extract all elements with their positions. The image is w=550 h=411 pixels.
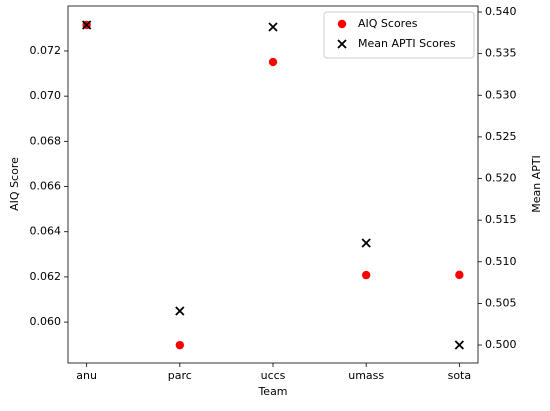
y-tick-label: 0.060 xyxy=(30,315,62,328)
point xyxy=(268,57,278,67)
x-tick-label: parc xyxy=(168,369,192,382)
point xyxy=(455,270,464,280)
x-tick-label: umass xyxy=(348,369,384,382)
x-tick-label: anu xyxy=(76,369,97,382)
y2-tick-label: 0.500 xyxy=(485,338,517,351)
legend-label: Mean APTI Scores xyxy=(358,37,456,50)
legend-label: AIQ Scores xyxy=(358,17,418,30)
y2-tick-label: 0.540 xyxy=(485,5,517,18)
y2-tick-label: 0.535 xyxy=(485,47,517,60)
y-tick-label: 0.070 xyxy=(30,89,62,102)
legend-marker xyxy=(337,19,347,29)
point xyxy=(361,238,371,248)
point xyxy=(361,270,371,280)
y2-tick-label: 0.525 xyxy=(485,130,517,143)
y-tick-label: 0.072 xyxy=(30,44,62,57)
y-axis-label: AIQ Score xyxy=(8,157,21,211)
legend-marker xyxy=(337,39,347,49)
y2-tick-label: 0.505 xyxy=(485,296,517,309)
y-tick-label: 0.068 xyxy=(30,134,62,147)
y-tick-label: 0.062 xyxy=(30,270,62,283)
y-tick-label: 0.066 xyxy=(30,180,62,193)
x-tick-label: sota xyxy=(448,369,472,382)
point xyxy=(268,22,278,32)
y2-tick-label: 0.510 xyxy=(485,255,517,268)
y-tick-label: 0.064 xyxy=(30,225,62,238)
y2-axis-label: Mean APTI xyxy=(530,155,543,213)
x-axis-label: Team xyxy=(257,385,287,398)
point xyxy=(175,340,185,350)
y2-tick-label: 0.530 xyxy=(485,88,517,101)
point xyxy=(175,306,185,316)
y2-tick-label: 0.515 xyxy=(485,213,517,226)
point xyxy=(454,340,465,350)
y2-tick-label: 0.520 xyxy=(485,172,517,185)
x-tick-label: uccs xyxy=(261,369,286,382)
legend-box xyxy=(323,11,475,59)
point xyxy=(82,20,92,30)
